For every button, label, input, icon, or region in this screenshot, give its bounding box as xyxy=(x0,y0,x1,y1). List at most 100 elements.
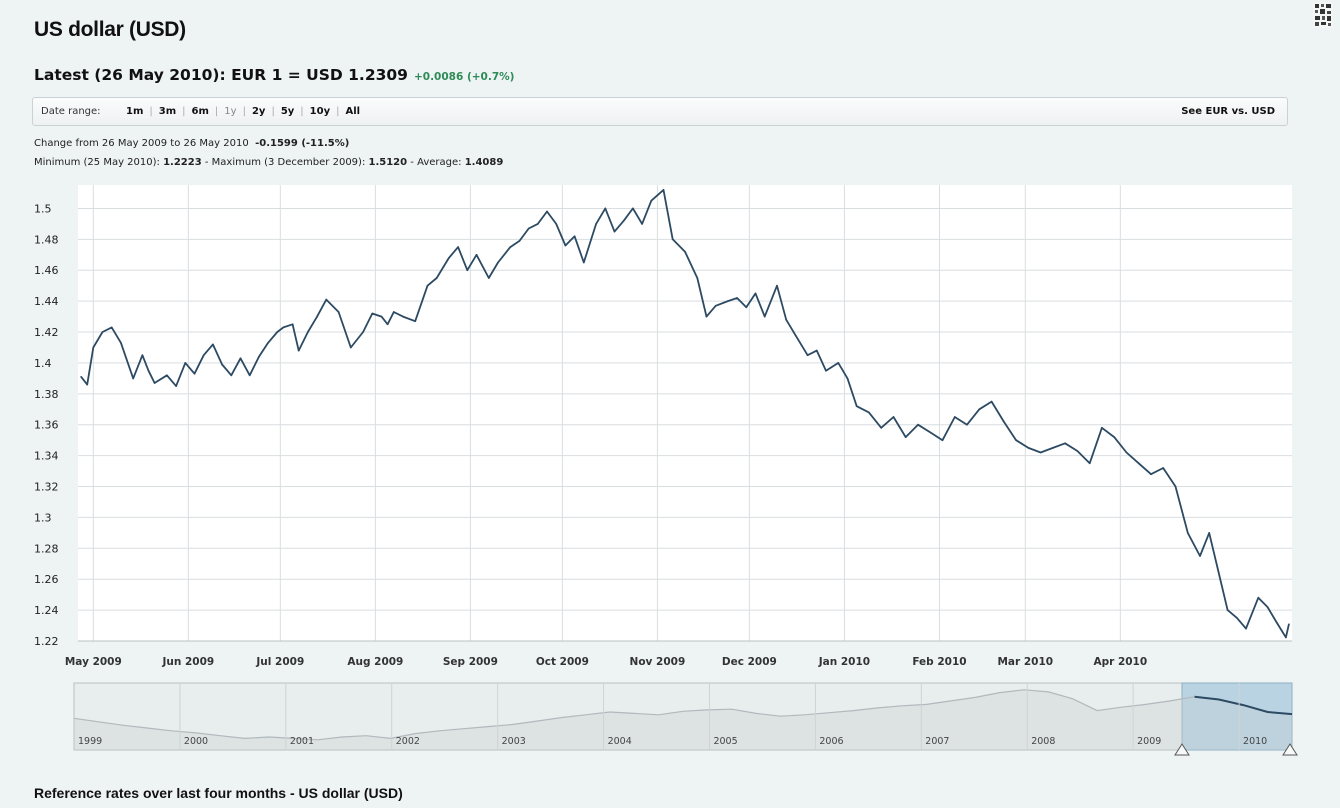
data-point xyxy=(1187,532,1189,534)
data-point xyxy=(650,199,653,202)
data-point xyxy=(714,305,717,307)
date-range-options: 1m | 3m | 6m | 1y | 2y | 5y | 10y | All xyxy=(126,106,360,117)
data-point xyxy=(307,331,309,333)
reference-rates-heading: Reference rates over last four months - … xyxy=(34,785,403,801)
data-point xyxy=(276,331,279,333)
range-navigator[interactable]: 1999 2000 2001 2002 2003 2004 2005 2006 2007 2008… xyxy=(73,682,1298,756)
change-summary-text: Change from 26 May 2009 to 26 May 2010 xyxy=(34,138,249,149)
data-point xyxy=(527,227,530,230)
date-range-option-1m[interactable]: 1m xyxy=(126,106,144,117)
navigator-handle-left[interactable] xyxy=(1174,743,1190,756)
x-tick-label: Nov 2009 xyxy=(630,656,686,668)
date-range-separator: | xyxy=(149,106,153,117)
y-tick-label: 1.26 xyxy=(34,573,59,586)
data-point xyxy=(80,376,82,378)
date-range-separator: | xyxy=(182,106,186,117)
data-point xyxy=(184,362,187,364)
min-value: 1.2223 xyxy=(163,157,202,168)
data-point xyxy=(954,416,956,418)
data-point xyxy=(362,331,364,333)
max-label: - Maximum (3 December 2009): xyxy=(204,157,366,168)
data-point xyxy=(641,223,643,225)
data-point xyxy=(785,318,787,321)
data-point xyxy=(1226,609,1229,611)
data-point xyxy=(1245,627,1247,630)
data-point xyxy=(175,385,177,387)
date-range-option-all[interactable]: All xyxy=(345,106,361,117)
navigator-year-label: 2006 xyxy=(819,736,843,747)
avg-label: - Average: xyxy=(410,157,462,168)
data-point xyxy=(297,349,300,352)
data-point xyxy=(466,269,469,272)
x-tick-label: May 2009 xyxy=(65,656,122,668)
exchange-rate-chart: 1.22 1.24 1.26 1.28 1.3 1.32 1.34 1.36 1.38 1.4 1.… xyxy=(34,185,1298,756)
data-point xyxy=(941,439,944,442)
date-range-separator: | xyxy=(300,106,304,117)
data-point xyxy=(595,223,597,225)
navigator-area xyxy=(74,689,1292,750)
data-point xyxy=(564,244,567,247)
data-point xyxy=(141,354,144,357)
latest-rate-change: +0.0086 (+0.7%) xyxy=(413,71,515,83)
data-point xyxy=(1257,596,1260,599)
y-tick-label: 1.48 xyxy=(34,233,59,246)
navigator-year-label: 2002 xyxy=(396,736,420,747)
data-point xyxy=(880,427,882,429)
series-line xyxy=(80,188,1290,639)
data-point xyxy=(393,311,395,313)
data-point xyxy=(776,284,778,287)
data-point xyxy=(212,343,214,346)
data-point xyxy=(745,306,748,309)
data-point xyxy=(448,257,450,259)
qr-code-icon xyxy=(1313,2,1333,28)
data-point xyxy=(1150,473,1152,476)
data-point xyxy=(1174,485,1177,488)
data-point xyxy=(837,362,840,364)
data-point xyxy=(754,292,757,295)
data-point xyxy=(414,320,417,323)
y-tick-label: 1.22 xyxy=(34,635,59,648)
data-point xyxy=(337,311,340,313)
data-point xyxy=(1015,439,1017,442)
data-point xyxy=(267,342,269,344)
date-range-option-3m[interactable]: 3m xyxy=(158,106,177,117)
data-point xyxy=(426,284,429,287)
data-point xyxy=(380,315,383,318)
page-title: US dollar (USD) xyxy=(34,18,186,41)
data-point xyxy=(248,374,251,377)
data-point xyxy=(696,277,699,279)
data-point xyxy=(583,261,585,264)
date-range-option-5y[interactable]: 5y xyxy=(280,106,295,117)
data-point xyxy=(825,369,827,372)
data-point xyxy=(622,220,625,222)
data-point xyxy=(816,349,818,352)
navigator-year-label: 2001 xyxy=(290,736,314,747)
data-point xyxy=(282,326,285,329)
date-range-option-2y[interactable]: 2y xyxy=(251,106,266,117)
data-point xyxy=(1288,623,1290,625)
data-point xyxy=(518,240,521,242)
data-point xyxy=(1199,555,1201,557)
max-value: 1.5120 xyxy=(368,157,408,168)
navigator-year-label: 2010 xyxy=(1243,736,1267,747)
data-point xyxy=(736,297,738,299)
data-point xyxy=(120,342,122,344)
date-range-option-10y[interactable]: 10y xyxy=(309,106,331,117)
date-range-option-6m[interactable]: 6m xyxy=(191,106,209,117)
data-point xyxy=(1162,467,1164,469)
data-point xyxy=(917,423,919,426)
data-point xyxy=(684,250,686,253)
navigator-year-label: 2009 xyxy=(1137,736,1161,747)
data-point xyxy=(258,356,260,358)
x-tick-label: Aug 2009 xyxy=(347,656,403,668)
see-eur-vs-usd-link[interactable]: See EUR vs. USD xyxy=(1181,106,1275,117)
data-point xyxy=(402,315,404,318)
y-tick-label: 1.4 xyxy=(34,357,52,370)
data-point xyxy=(1027,447,1030,449)
date-range-option-1y[interactable]: 1y xyxy=(224,106,237,117)
data-point xyxy=(221,363,223,366)
data-point xyxy=(457,246,459,248)
data-point xyxy=(868,411,870,414)
navigator-handle-right[interactable] xyxy=(1282,743,1298,756)
avg-value: 1.4089 xyxy=(464,157,504,168)
